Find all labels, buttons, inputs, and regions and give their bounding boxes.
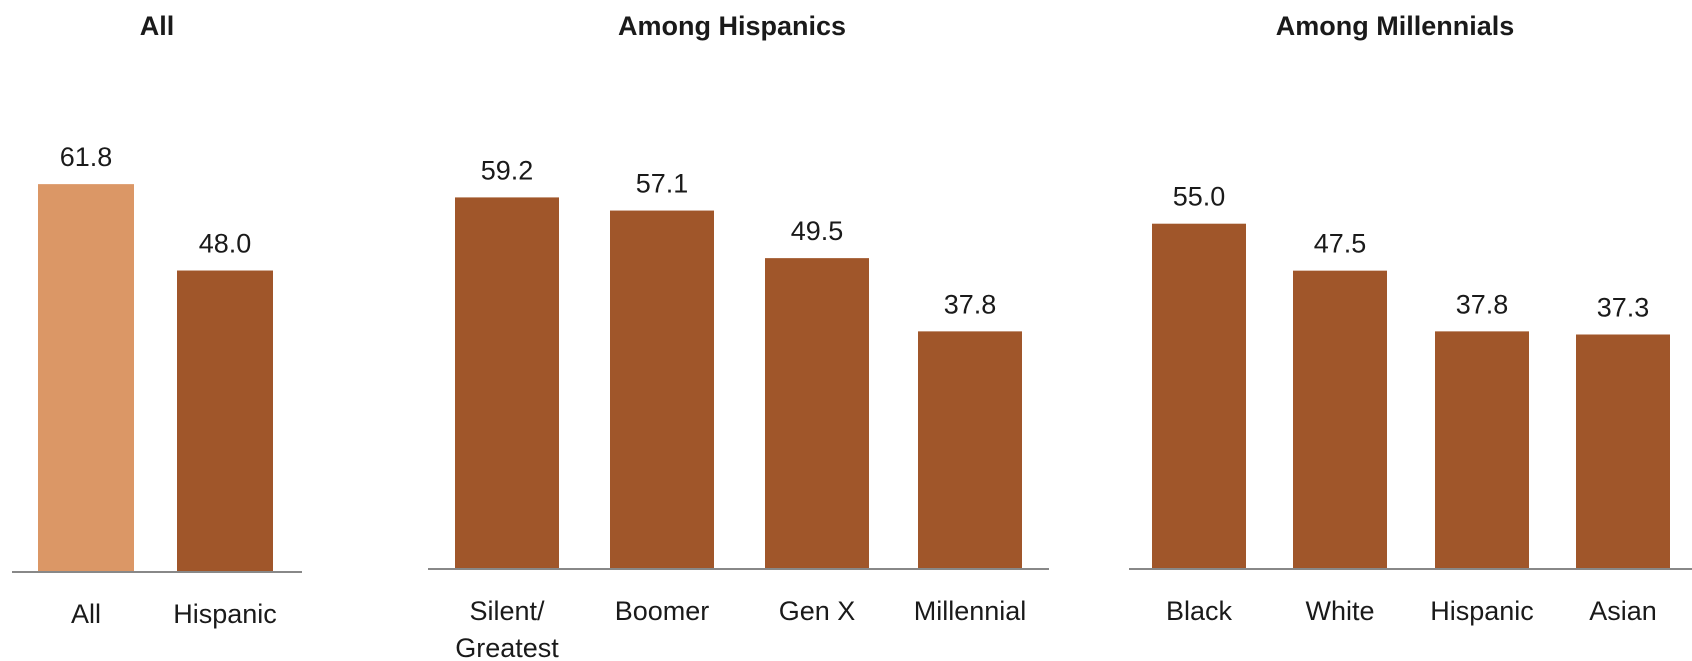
value-label-asian: 37.3 <box>1597 293 1650 323</box>
bar-hispanic <box>177 270 273 571</box>
category-label-white: White <box>1305 596 1374 626</box>
bar-all <box>38 184 134 571</box>
bar-black <box>1152 223 1246 568</box>
panel-title-among-millennials: Among Millennials <box>1276 11 1515 41</box>
panel-among-millennials: Among Millennials 55.0 Black 47.5 White 37.8… <box>1129 11 1692 626</box>
bar-asian <box>1576 334 1670 568</box>
category-label-boomer: Boomer <box>615 596 710 626</box>
category-label-millennial: Millennial <box>914 596 1027 626</box>
value-label-all: 61.8 <box>60 142 113 172</box>
bar-boomer <box>610 210 714 568</box>
value-label-boomer: 57.1 <box>636 169 689 199</box>
bar-hispanic <box>1435 331 1529 568</box>
value-label-white: 47.5 <box>1314 229 1367 259</box>
category-label-asian: Asian <box>1589 596 1657 626</box>
category-label-all: All <box>71 599 101 629</box>
value-label-millennial: 37.8 <box>944 289 997 319</box>
bar-gen-x <box>765 258 869 568</box>
value-label-hispanic: 48.0 <box>199 229 252 259</box>
panel-title-all: All <box>140 11 175 41</box>
panel-title-among-hispanics: Among Hispanics <box>618 11 846 41</box>
category-label-black: Black <box>1166 596 1233 626</box>
bar-millennial <box>918 331 1022 568</box>
value-label-hispanic: 37.8 <box>1456 289 1509 319</box>
category-label-hispanic: Hispanic <box>1430 596 1534 626</box>
panel-among-hispanics: Among Hispanics 59.2 Silent/Greatest 57.1 B… <box>428 11 1049 661</box>
value-label-gen-x: 49.5 <box>791 216 844 246</box>
bar-silent-greatest <box>455 197 559 568</box>
value-label-silent-greatest: 59.2 <box>481 155 534 185</box>
category-label-gen-x: Gen X <box>779 596 856 626</box>
panel-all: All 61.8 All 48.0 Hispanic <box>12 11 302 629</box>
category-label-silent-greatest: Silent/Greatest <box>455 596 559 661</box>
value-label-black: 55.0 <box>1173 182 1226 212</box>
bar-white <box>1293 270 1387 568</box>
category-label-hispanic: Hispanic <box>173 599 277 629</box>
